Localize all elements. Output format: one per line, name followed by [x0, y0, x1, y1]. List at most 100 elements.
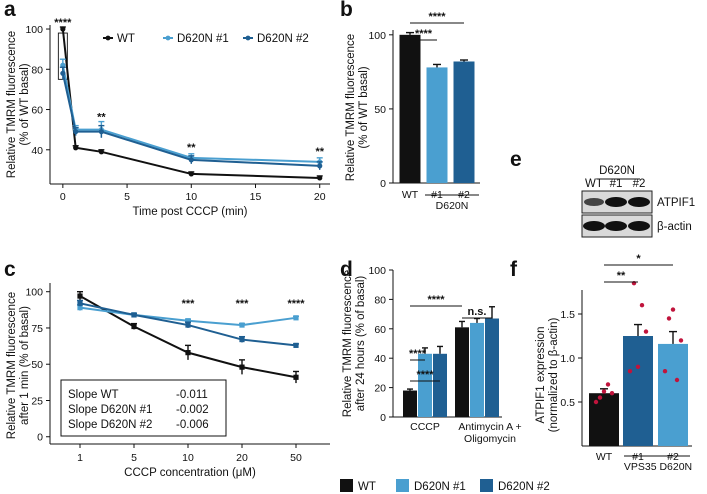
blot-band — [605, 197, 627, 207]
bar-b — [453, 61, 475, 184]
bar-d — [470, 322, 484, 417]
group-label-d-1: CCCP — [410, 421, 440, 433]
data-point-c — [293, 342, 299, 348]
panel-letter-b: b — [340, 0, 353, 21]
legend-label-d2: D620N #2 — [498, 481, 550, 493]
data-point-c — [239, 336, 245, 343]
significance-c: **** — [287, 298, 305, 310]
data-point-c — [185, 350, 191, 356]
y-tick-label-f: 0.5 — [560, 397, 575, 409]
slope-label-c: Slope D620N #1 — [68, 404, 152, 416]
significance-c: *** — [182, 298, 196, 310]
significance-d-4: n.s. — [468, 306, 487, 318]
data-point-a — [73, 145, 79, 151]
bar-d — [455, 327, 469, 417]
legend-swatch-wt — [340, 479, 353, 492]
data-point-c — [131, 323, 137, 330]
data-point-c — [77, 300, 83, 306]
legend-swatch-d2 — [480, 479, 493, 492]
bar-f — [623, 336, 653, 446]
data-point-a — [317, 163, 323, 169]
bar-d — [485, 318, 499, 417]
x-tick-label-c: 10 — [182, 452, 194, 464]
x-tick-label-a: 15 — [250, 191, 262, 203]
data-point-a — [188, 171, 194, 177]
y-tick-label-a: 100 — [25, 24, 43, 36]
group-label-f: VPS35 D620N — [624, 461, 692, 473]
chart-a: 40 60 80 100 0 5 10 15 20 Time post CCCP (min) Rel… — [6, 17, 330, 218]
y-tick-label-a: 40 — [31, 145, 43, 157]
data-dot-f — [605, 382, 611, 387]
y-tick-label-b: 100 — [368, 30, 386, 42]
bar-f — [658, 343, 688, 446]
y-tick-label-c: 100 — [25, 287, 43, 299]
slope-value-c: -0.011 — [176, 389, 208, 401]
x-tick-label-b: WT — [402, 189, 419, 201]
data-point-a — [60, 70, 66, 76]
y-tick-label-d: 0 — [380, 412, 386, 424]
bar-d — [433, 353, 447, 417]
bar-d — [418, 353, 432, 417]
legend-label-a: WT — [117, 33, 135, 45]
data-dot-f — [674, 377, 680, 383]
data-point-c — [131, 312, 137, 318]
data-point-a — [98, 149, 104, 155]
blot-band — [584, 198, 604, 206]
y-tick-label-c: 75 — [31, 323, 43, 335]
data-point-a — [98, 129, 104, 135]
data-dot-f — [670, 307, 676, 312]
slope-value-c: -0.002 — [176, 404, 209, 416]
data-point-c — [239, 364, 245, 370]
y-tick-label-a: 80 — [31, 64, 43, 76]
data-dot-f — [601, 389, 607, 394]
data-dot-f — [678, 338, 684, 343]
y-label-b: Relative TMRM fluorescence(% of WT basal… — [345, 34, 370, 181]
data-point-a — [317, 175, 323, 181]
y-tick-label-c: 50 — [31, 359, 43, 371]
bar-b — [399, 34, 421, 184]
significance-a: **** — [54, 17, 72, 29]
data-point-c — [293, 315, 299, 321]
data-point-c — [77, 293, 83, 299]
blot-band — [628, 197, 650, 207]
data-dot-f — [609, 391, 615, 396]
x-tick-label-c: 50 — [290, 452, 302, 464]
blot-label-actin: β-actin — [657, 221, 692, 233]
significance-b-2: **** — [428, 11, 446, 23]
significance-c: *** — [236, 298, 250, 310]
x-tick-label-f: #1 — [632, 451, 644, 463]
blot-band — [605, 221, 627, 231]
blot-group-label: D620N — [599, 165, 635, 177]
data-point-c — [239, 322, 245, 328]
y-tick-label-f: 1.5 — [560, 309, 575, 321]
blot-label-atpif1: ATPIF1 — [657, 197, 695, 209]
panel-letter-e: e — [510, 148, 522, 171]
x-tick-label-c: 1 — [77, 452, 83, 464]
bar-f — [589, 393, 619, 446]
y-label-d: Relative TMRM fluorescenceafter 24 hours… — [342, 270, 367, 417]
bar-d — [403, 390, 417, 417]
slope-value-c: -0.006 — [176, 419, 209, 431]
data-dot-f — [643, 329, 649, 334]
y-tick-label-b: 0 — [380, 178, 386, 190]
panel-letter-a: a — [4, 0, 16, 21]
western-blot-e: D620N WT #1 #2 ATPIF1 β-actin — [581, 165, 695, 238]
blot-lane-2: #2 — [633, 178, 646, 190]
data-point-c — [185, 322, 191, 328]
data-point-a — [60, 26, 66, 32]
y-tick-label-a: 60 — [31, 105, 43, 117]
group-label-b: D620N — [436, 200, 469, 212]
bar-b — [426, 67, 448, 183]
data-dot-f — [666, 316, 672, 321]
blot-band — [628, 221, 650, 231]
y-tick-label-d: 60 — [374, 324, 386, 336]
legend-label-wt: WT — [358, 481, 376, 493]
significance-f-2: * — [636, 253, 641, 265]
x-tick-label-f: WT — [596, 451, 613, 463]
data-dot-f — [597, 395, 603, 400]
legend-label-d1: D620N #1 — [414, 481, 466, 493]
significance-f-1: ** — [617, 270, 626, 282]
